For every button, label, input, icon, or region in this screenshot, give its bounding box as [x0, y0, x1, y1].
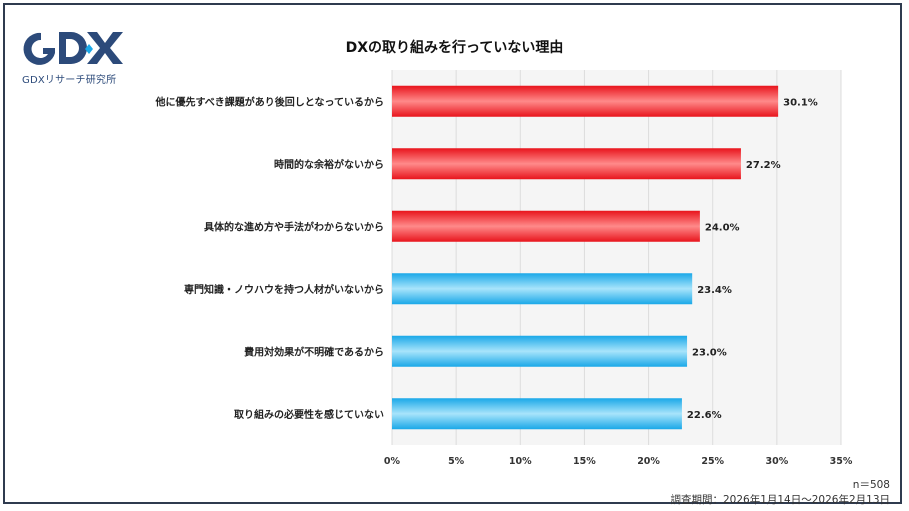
chart-frame: GDXリサーチ研究所 DXの取り組みを行っていない理由 他に優先すべき課題があり… [3, 3, 902, 506]
x-tick-label: 0% [384, 456, 401, 467]
bar [392, 210, 700, 242]
value-label: 22.6% [687, 410, 722, 421]
bar-chart: 他に優先すべき課題があり後回しとなっているから時間的な余裕がないから具体的な進め… [155, 70, 853, 467]
logo-subtitle: GDXリサーチ研究所 [22, 75, 117, 86]
x-tick-label: 30% [765, 456, 788, 467]
plot-area [392, 70, 841, 445]
value-label: 23.0% [692, 347, 727, 358]
category-label: 具体的な進め方や手法がわからないから [203, 220, 384, 233]
category-label: 専門知識・ノウハウを持つ人材がいないから [184, 283, 384, 296]
category-label: 時間的な余裕がないから [274, 158, 384, 171]
x-tick-label: 10% [509, 456, 532, 467]
chart-title: DXの取り組みを行っていない理由 [345, 40, 564, 56]
x-tick-label: 15% [573, 456, 596, 467]
value-label: 30.1% [783, 97, 818, 108]
gdx-logo-mark [23, 32, 123, 65]
value-label: 24.0% [705, 222, 740, 233]
bar [392, 148, 741, 180]
bar [392, 335, 688, 367]
gdx-logo: GDXリサーチ研究所 [19, 27, 129, 89]
x-tick-label: 20% [637, 456, 660, 467]
survey-period: 調査期間：2026年1月14日〜2026年2月13日 [670, 494, 890, 506]
category-label: 他に優先すべき課題があり後回しとなっているから [155, 95, 385, 108]
category-label: 取り組みの必要性を感じていない [234, 408, 384, 421]
category-label: 費用対効果が不明確であるから [244, 345, 384, 358]
bar [392, 398, 682, 430]
bar [392, 85, 779, 117]
x-tick-label: 5% [448, 456, 465, 467]
x-tick-label: 25% [701, 456, 724, 467]
value-label: 27.2% [746, 160, 781, 171]
x-tick-label: 35% [830, 456, 853, 467]
value-label: 23.4% [697, 285, 732, 296]
sample-size: n＝508 [852, 479, 890, 491]
bar [392, 273, 693, 305]
